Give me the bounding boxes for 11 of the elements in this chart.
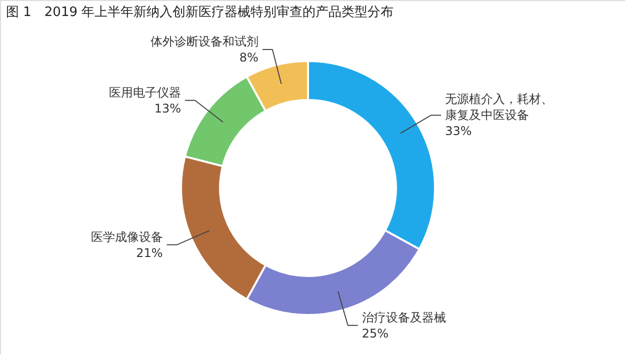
slice-label: 体外诊断设备和试剂 xyxy=(150,34,258,48)
data-label: 25% xyxy=(362,326,389,340)
data-label: 8% xyxy=(239,50,258,64)
data-label: 33% xyxy=(445,124,472,138)
slice-label: 医用电子仪器 xyxy=(109,85,182,100)
slice-label: 治疗设备及器械 xyxy=(362,310,446,324)
chart-title: 图 1 2019 年上半年新纳入创新医疗器械特别审查的产品类型分布 xyxy=(6,4,394,20)
data-label: 13% xyxy=(154,101,182,116)
data-label: 21% xyxy=(136,246,163,260)
slice-label: 医学成像设备 xyxy=(90,230,163,244)
slice-label: 无源植介入，耗材、康复及中医设备 xyxy=(445,92,554,122)
